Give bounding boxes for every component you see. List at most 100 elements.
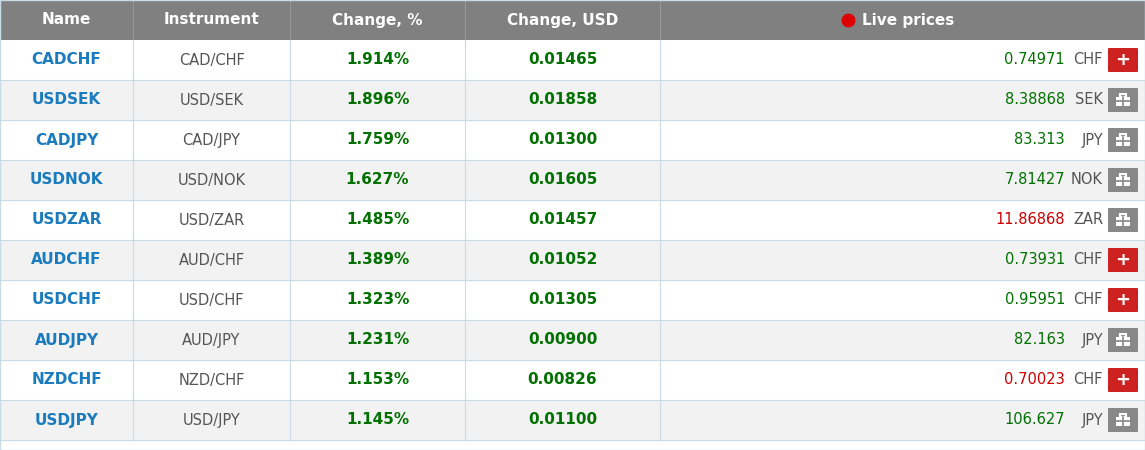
FancyBboxPatch shape — [1108, 408, 1138, 432]
Bar — [0, 200, 1145, 240]
Bar — [0, 80, 1145, 120]
Text: 1.323%: 1.323% — [346, 292, 409, 307]
FancyBboxPatch shape — [1108, 168, 1138, 192]
Text: 0.95951: 0.95951 — [1004, 292, 1065, 307]
Text: NZDCHF: NZDCHF — [31, 373, 102, 387]
FancyBboxPatch shape — [1108, 248, 1138, 272]
Text: SEK: SEK — [1075, 93, 1103, 108]
Text: 1.759%: 1.759% — [346, 132, 409, 148]
Bar — [1116, 176, 1130, 185]
FancyBboxPatch shape — [1108, 128, 1138, 152]
Text: USD/ZAR: USD/ZAR — [179, 212, 245, 228]
Text: 1.627%: 1.627% — [346, 172, 409, 188]
Text: CAD/JPY: CAD/JPY — [182, 132, 240, 148]
Bar — [0, 160, 1145, 200]
FancyBboxPatch shape — [1108, 88, 1138, 112]
Bar — [1120, 174, 1126, 176]
Text: ZAR: ZAR — [1073, 212, 1103, 228]
Bar — [1116, 136, 1130, 145]
Text: USDSEK: USDSEK — [32, 93, 101, 108]
Text: 0.74971: 0.74971 — [1004, 53, 1065, 68]
Bar — [1116, 96, 1130, 105]
Text: CHF: CHF — [1074, 53, 1103, 68]
Text: +: + — [1115, 371, 1130, 389]
Text: +: + — [1115, 251, 1130, 269]
Bar — [1116, 337, 1130, 346]
Text: AUDJPY: AUDJPY — [34, 333, 98, 347]
Text: USDCHF: USDCHF — [31, 292, 102, 307]
Text: 0.01305: 0.01305 — [528, 292, 598, 307]
Text: 0.01465: 0.01465 — [528, 53, 598, 68]
Text: CHF: CHF — [1074, 252, 1103, 267]
Text: 11.86868: 11.86868 — [995, 212, 1065, 228]
Text: NOK: NOK — [1071, 172, 1103, 188]
Text: 0.01052: 0.01052 — [528, 252, 598, 267]
Bar — [0, 360, 1145, 400]
Text: USDJPY: USDJPY — [34, 413, 98, 428]
Text: JPY: JPY — [1081, 333, 1103, 347]
Bar — [1120, 134, 1126, 136]
Text: 0.70023: 0.70023 — [1004, 373, 1065, 387]
Text: 1.485%: 1.485% — [346, 212, 409, 228]
Text: 0.01300: 0.01300 — [528, 132, 598, 148]
Bar — [0, 400, 1145, 440]
Bar — [0, 0, 1145, 40]
Bar — [1116, 216, 1130, 225]
FancyBboxPatch shape — [1108, 208, 1138, 232]
Text: 1.389%: 1.389% — [346, 252, 409, 267]
Text: Change, %: Change, % — [332, 13, 423, 27]
Text: +: + — [1115, 51, 1130, 69]
Text: 1.896%: 1.896% — [346, 93, 409, 108]
Bar — [0, 40, 1145, 80]
Text: 1.231%: 1.231% — [346, 333, 409, 347]
Text: 8.38868: 8.38868 — [1005, 93, 1065, 108]
Bar — [0, 280, 1145, 320]
Text: AUD/CHF: AUD/CHF — [179, 252, 245, 267]
Bar — [1120, 213, 1126, 216]
Text: 0.00826: 0.00826 — [528, 373, 598, 387]
Text: AUDCHF: AUDCHF — [31, 252, 102, 267]
FancyBboxPatch shape — [1108, 288, 1138, 312]
Text: 0.01605: 0.01605 — [528, 172, 598, 188]
Text: +: + — [1115, 291, 1130, 309]
Bar — [0, 240, 1145, 280]
Text: USD/SEK: USD/SEK — [180, 93, 244, 108]
Bar — [0, 320, 1145, 360]
Text: 82.163: 82.163 — [1014, 333, 1065, 347]
Bar — [1120, 333, 1126, 337]
Text: Instrument: Instrument — [164, 13, 260, 27]
Text: USD/NOK: USD/NOK — [177, 172, 245, 188]
Text: 1.914%: 1.914% — [346, 53, 409, 68]
Bar — [1120, 414, 1126, 417]
Text: 7.81427: 7.81427 — [1004, 172, 1065, 188]
Text: NZD/CHF: NZD/CHF — [179, 373, 245, 387]
Text: USD/JPY: USD/JPY — [182, 413, 240, 428]
Text: 0.00900: 0.00900 — [528, 333, 598, 347]
Text: CHF: CHF — [1074, 292, 1103, 307]
FancyBboxPatch shape — [1108, 328, 1138, 352]
Text: USDNOK: USDNOK — [30, 172, 103, 188]
Text: CADCHF: CADCHF — [32, 53, 102, 68]
Bar — [0, 120, 1145, 160]
FancyBboxPatch shape — [1108, 48, 1138, 72]
Text: 106.627: 106.627 — [1004, 413, 1065, 428]
Text: Name: Name — [42, 13, 92, 27]
Text: Live prices: Live prices — [861, 13, 954, 27]
Text: JPY: JPY — [1081, 413, 1103, 428]
Text: Change, USD: Change, USD — [507, 13, 618, 27]
Text: 0.01100: 0.01100 — [528, 413, 597, 428]
Text: USDZAR: USDZAR — [31, 212, 102, 228]
Text: 1.145%: 1.145% — [346, 413, 409, 428]
Text: AUD/JPY: AUD/JPY — [182, 333, 240, 347]
Text: JPY: JPY — [1081, 132, 1103, 148]
Bar — [1116, 417, 1130, 426]
Text: 83.313: 83.313 — [1014, 132, 1065, 148]
Text: CADJPY: CADJPY — [34, 132, 98, 148]
Text: USD/CHF: USD/CHF — [179, 292, 244, 307]
Text: 1.153%: 1.153% — [346, 373, 409, 387]
Text: CAD/CHF: CAD/CHF — [179, 53, 244, 68]
Text: 0.01858: 0.01858 — [528, 93, 598, 108]
FancyBboxPatch shape — [1108, 368, 1138, 392]
Text: 0.01457: 0.01457 — [528, 212, 598, 228]
Bar — [1120, 94, 1126, 96]
